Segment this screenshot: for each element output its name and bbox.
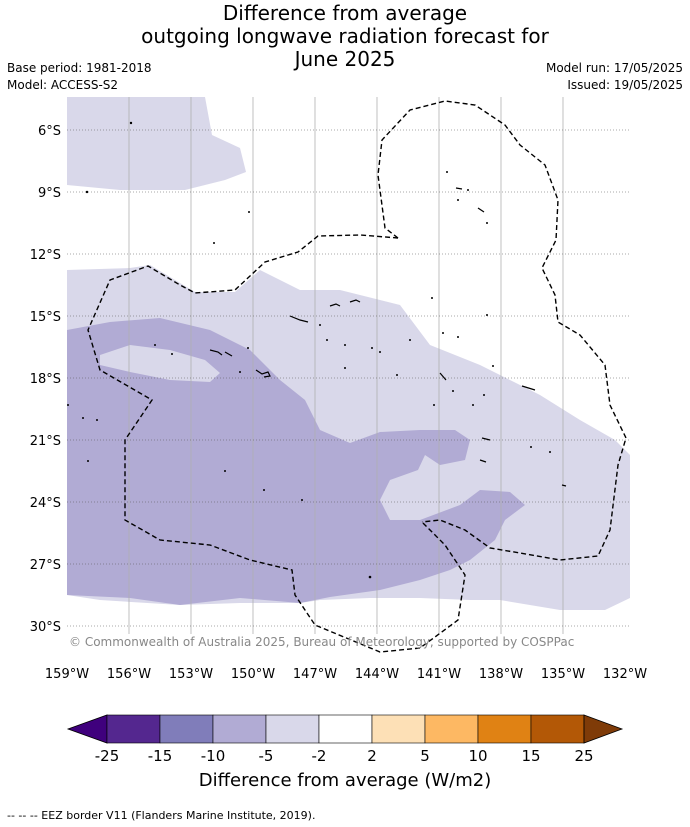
title-line-3: June 2025 <box>294 47 396 71</box>
x-tick-label: 138°W <box>479 667 523 682</box>
colorbar-bin <box>159 714 214 744</box>
colorbar-tick-label: 2 <box>367 747 377 765</box>
colorbar-tick-label: 5 <box>420 747 430 765</box>
colorbar-bin <box>106 714 161 744</box>
title-line-2: outgoing longwave radiation forecast for <box>141 24 549 48</box>
light-anomaly-region <box>67 97 246 190</box>
colorbar-title: Difference from average (W/m2) <box>198 770 492 791</box>
y-tick-label: 30°S <box>30 620 61 635</box>
island <box>349 299 361 303</box>
y-tick-label: 6°S <box>38 124 61 139</box>
island <box>521 385 536 391</box>
colorbar-tick-label: 15 <box>521 747 540 765</box>
island <box>561 484 567 487</box>
y-tick-label: 12°S <box>30 248 61 263</box>
map-title: Difference from average outgoing longwav… <box>0 2 690 71</box>
base-period: Base period: 1981-2018 <box>7 61 152 75</box>
island <box>477 207 485 213</box>
colorbar-tick-label: -2 <box>312 747 327 765</box>
colorbar-min-extension <box>66 714 108 744</box>
y-axis-labels: 6°S 9°S 12°S 15°S 18°S 21°S 24°S 27°S 30… <box>30 124 61 635</box>
x-tick-label: 147°W <box>293 667 337 682</box>
x-tick-label: 156°W <box>107 667 151 682</box>
eez-legend: -- -- -- EEZ border V11 (Flanders Marine… <box>7 809 316 822</box>
colorbar: -25 -15 -10 -5 -2 2 5 10 15 25 <box>66 714 624 765</box>
island-dots <box>67 121 551 579</box>
y-tick-label: 21°S <box>30 434 61 449</box>
x-tick-label: 132°W <box>603 667 647 682</box>
colorbar-tick-label: -15 <box>148 747 173 765</box>
colorbar-bin <box>371 714 426 744</box>
colorbar-bin <box>530 714 585 744</box>
island <box>439 372 447 381</box>
model-name: Model: ACCESS-S2 <box>7 78 119 92</box>
island <box>289 315 309 323</box>
model-run: Model run: 17/05/2025 <box>545 61 683 75</box>
x-tick-label: 159°W <box>45 667 89 682</box>
island <box>479 459 487 463</box>
island <box>224 351 233 357</box>
light-pocket <box>100 345 220 382</box>
island <box>209 349 223 356</box>
title-line-1: Difference from average <box>222 1 468 25</box>
map-plot-area: © Commonwealth of Australia 2025, Bureau… <box>67 97 630 653</box>
colorbar-tick-label: -10 <box>201 747 226 765</box>
colorbar-tick-label: -5 <box>259 747 274 765</box>
colorbar-bin <box>318 714 373 744</box>
colorbar-bin <box>212 714 267 744</box>
copyright-text: © Commonwealth of Australia 2025, Bureau… <box>69 635 574 649</box>
y-tick-label: 9°S <box>38 186 61 201</box>
island <box>481 437 491 441</box>
issued-date: Issued: 19/05/2025 <box>567 78 683 92</box>
colorbar-max-extension <box>583 714 624 744</box>
meta-right: Model run: 17/05/2025 Issued: 19/05/2025 <box>546 60 683 94</box>
colorbar-bin <box>424 714 479 744</box>
colorbar-bin <box>477 714 532 744</box>
islands <box>209 187 567 487</box>
island <box>329 303 341 307</box>
y-tick-label: 27°S <box>30 558 61 573</box>
medium-anomaly-region <box>67 318 525 605</box>
x-tick-label: 153°W <box>169 667 213 682</box>
x-tick-label: 144°W <box>355 667 399 682</box>
x-tick-label: 150°W <box>231 667 275 682</box>
colorbar-tick-label: -25 <box>95 747 120 765</box>
gridlines <box>128 97 564 634</box>
lat-gridlines <box>67 129 630 627</box>
island <box>455 187 463 190</box>
colorbar-bin <box>265 714 320 744</box>
y-tick-label: 24°S <box>30 496 61 511</box>
colorbar-tick-label: 10 <box>468 747 487 765</box>
y-tick-label: 15°S <box>30 310 61 325</box>
x-tick-label: 135°W <box>541 667 585 682</box>
x-tick-label: 141°W <box>417 667 461 682</box>
island <box>255 369 271 378</box>
eez-borders <box>87 100 627 653</box>
colorbar-tick-label: 25 <box>574 747 593 765</box>
x-axis-labels: 159°W 156°W 153°W 150°W 147°W 144°W 141°… <box>45 667 647 682</box>
y-tick-label: 18°S <box>30 372 61 387</box>
meta-left: Base period: 1981-2018 Model: ACCESS-S2 <box>7 60 152 94</box>
